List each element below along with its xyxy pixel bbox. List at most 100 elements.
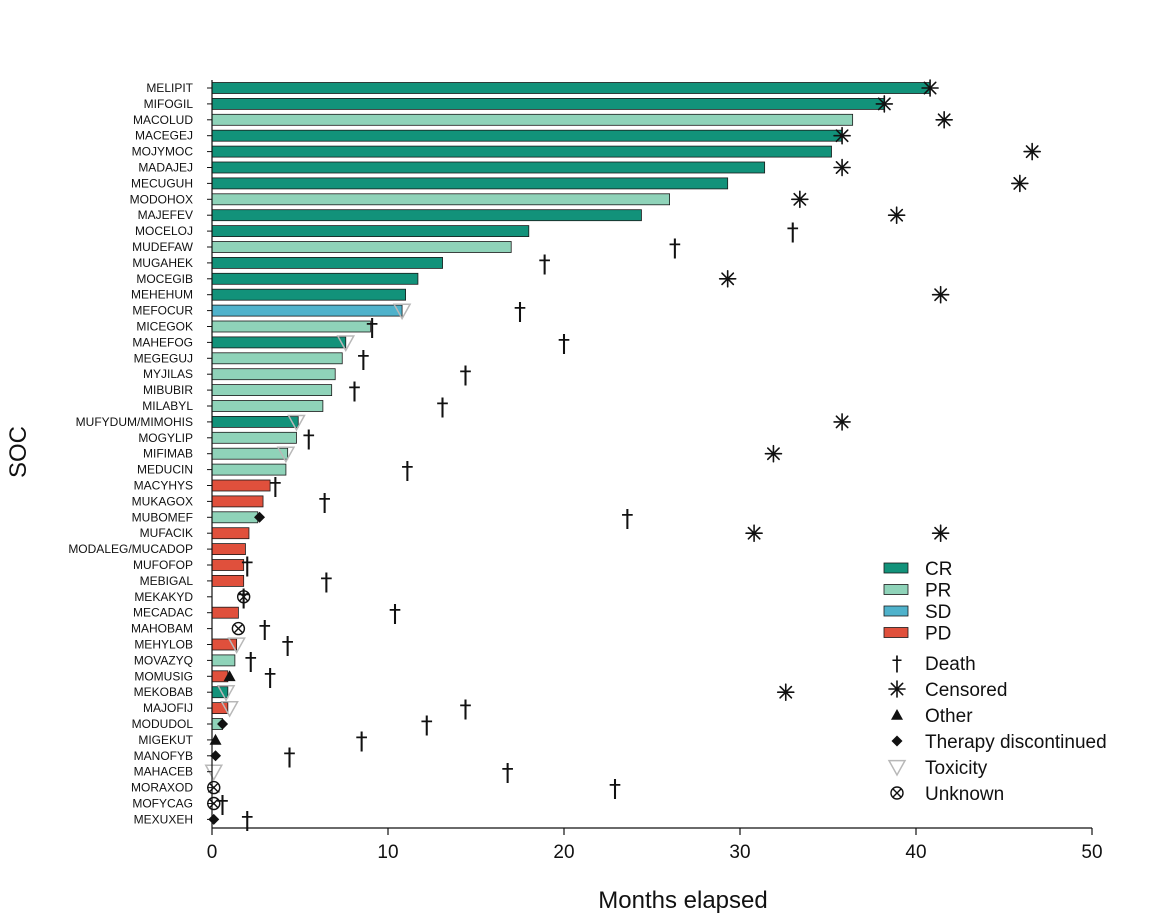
unknown-marker [231, 621, 246, 636]
death-marker: † [357, 345, 369, 373]
legend-label-discontinued: Therapy discontinued [925, 732, 1107, 753]
response-bar [211, 511, 259, 524]
patient-label: MEBIGAL [140, 574, 194, 588]
death-marker: † [514, 298, 526, 326]
patient-label: MUDEFAW [132, 240, 194, 254]
response-bar [211, 241, 512, 253]
patient-label: MUKAGOX [132, 494, 193, 508]
censored-stroke [877, 97, 891, 111]
patient-label: MIGEKUT [138, 733, 193, 747]
censored-stroke [835, 129, 849, 143]
patient-label: MOGYLIP [138, 431, 193, 445]
response-bar [211, 177, 729, 190]
death-marker: † [241, 806, 253, 834]
death-marker: † [217, 791, 229, 819]
patient-label: MOVAZYQ [134, 653, 193, 667]
unknown-cross [892, 788, 902, 798]
response-bar [211, 113, 854, 126]
x-tick-label: 50 [1081, 842, 1102, 863]
x-tick-label: 20 [553, 842, 574, 863]
death-marker: † [401, 457, 413, 485]
death-marker: † [269, 473, 281, 501]
unknown-cross [233, 623, 244, 634]
toxicity-marker [276, 446, 296, 464]
death-marker: † [283, 743, 295, 771]
patient-label: MUGAHEK [132, 256, 193, 270]
death-marker: † [356, 727, 368, 755]
censored-marker [764, 444, 783, 463]
toxicity-marker [227, 637, 246, 655]
unknown-cross [209, 782, 219, 793]
death-marker: † [241, 552, 253, 580]
event-markers: ††††††††††††††††††††††††††††††† [204, 79, 1041, 834]
censored-stroke [747, 526, 761, 540]
patient-label: MAHOBAM [131, 622, 193, 636]
death-marker: † [539, 250, 551, 278]
unknown-marker [236, 590, 251, 604]
censored-marker [745, 524, 763, 543]
patient-label: MACOLUD [133, 113, 193, 127]
toxicity-marker [287, 414, 306, 432]
censored-stroke [779, 685, 793, 699]
death-marker: † [609, 775, 621, 803]
toxicity-marker [216, 685, 236, 702]
legend-label-censored: Censored [925, 680, 1007, 701]
patient-label: MOFYCAG [132, 797, 193, 811]
censored-stroke [835, 415, 849, 429]
patient-label: MYJILAS [143, 367, 193, 381]
patient-label: MEHYLOB [134, 638, 193, 652]
unknown-marker [207, 796, 221, 811]
legend-label-other: Other [925, 706, 973, 727]
response-bar [211, 447, 289, 460]
x-axis-title: Months elapsed [598, 887, 767, 914]
death-marker: † [259, 616, 271, 644]
death-marker: † [264, 663, 276, 691]
response-bar [211, 415, 299, 428]
legend-swatch-sd [883, 605, 909, 617]
patient-label: MAJEFEV [138, 208, 193, 222]
death-marker: † [437, 393, 449, 421]
response-bar [211, 400, 324, 412]
patient-label: MEKOBAB [134, 685, 193, 699]
censored-stroke [934, 526, 948, 540]
censored-marker [791, 190, 809, 209]
patient-label: MODOHOX [130, 192, 193, 206]
death-marker: † [669, 234, 681, 262]
response-bar [211, 161, 766, 174]
patient-label: MEXUXEH [134, 812, 193, 826]
response-bar [211, 495, 264, 508]
patient-label: MODUDOL [132, 717, 194, 731]
censored-marker [875, 95, 894, 113]
patient-labels: MELIPIT MIFOGIL MACOLUD MACEGEJ MOJYMOC MADAJ… [68, 81, 193, 826]
censored-marker [935, 111, 953, 129]
legend-label-toxicity: Toxicity [925, 758, 988, 779]
patient-label: MICEGOK [136, 320, 193, 334]
response-bar [211, 256, 443, 269]
death-marker: † [558, 329, 570, 357]
response-bar [211, 479, 271, 492]
patient-label: MUFACIK [140, 526, 193, 540]
legend-label-pd: PD [925, 624, 951, 645]
censored-stroke [937, 113, 951, 127]
toxicity-marker [220, 700, 239, 718]
x-tick-label: 0 [207, 842, 218, 863]
death-marker: † [787, 218, 799, 246]
patient-label: MORAXOD [131, 781, 193, 795]
censored-stroke [890, 208, 904, 222]
response-bar [211, 288, 407, 301]
unknown-cross [238, 592, 249, 602]
unknown-cross [209, 798, 219, 809]
patient-label: MIFOGIL [144, 97, 194, 111]
response-bar [211, 225, 530, 238]
response-bar [211, 384, 333, 397]
legend-label-unknown: Unknown [925, 784, 1004, 805]
death-marker: † [421, 711, 433, 739]
censored-stroke [1013, 176, 1027, 190]
censored-marker [887, 206, 906, 224]
response-bar [211, 272, 419, 285]
censored-stroke [890, 682, 904, 696]
censored-stroke [923, 81, 937, 95]
censored-marker [718, 269, 737, 288]
other-marker [891, 709, 903, 720]
censored-marker [833, 413, 851, 431]
